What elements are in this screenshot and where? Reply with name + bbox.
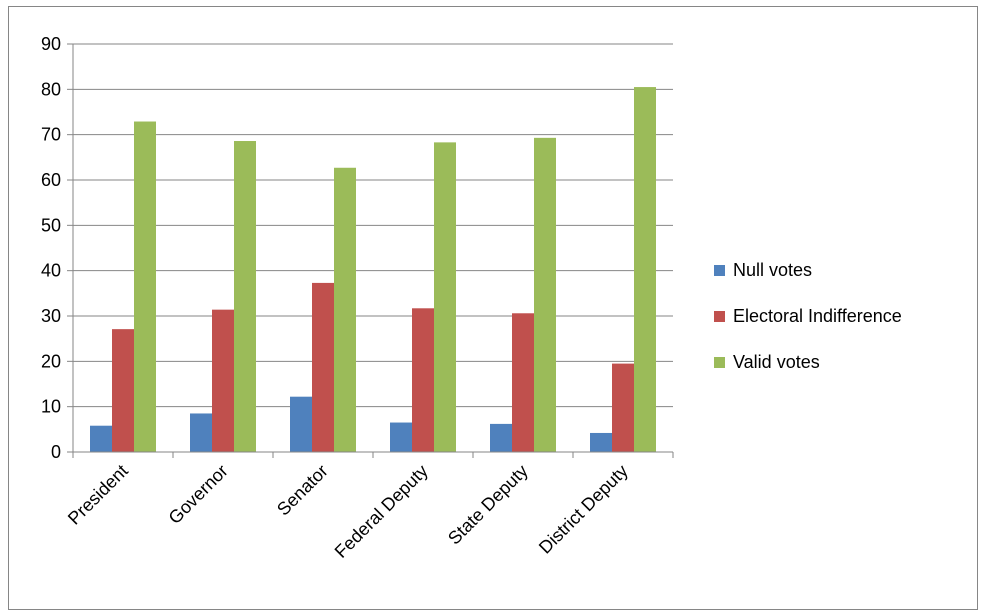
bar-valid-votes [334, 167, 356, 452]
x-tick-label: Senator [273, 461, 332, 520]
legend-label: Valid votes [733, 352, 820, 372]
bar-null-votes [390, 422, 412, 452]
bar-electoral-indifference [412, 308, 434, 452]
x-tick-label: Governor [165, 461, 232, 528]
axes [67, 43, 674, 458]
legend-swatch [714, 311, 725, 322]
x-tick-label: President [64, 461, 132, 529]
legend: Null votes Electoral Indifference Valid vo… [714, 260, 902, 372]
y-tick-label: 90 [41, 34, 61, 54]
gridlines [73, 43, 673, 408]
legend-swatch [714, 265, 725, 276]
x-tick-label: State Deputy [444, 461, 532, 549]
y-tick-label: 40 [41, 261, 61, 281]
legend-swatch [714, 357, 725, 368]
bar-valid-votes [534, 137, 556, 452]
y-tick-label: 60 [41, 170, 61, 190]
y-tick-label: 20 [41, 351, 61, 371]
bar-electoral-indifference [612, 363, 634, 452]
bar-electoral-indifference [312, 282, 334, 452]
bar-null-votes [190, 413, 212, 452]
y-tick-labels: 0 10 20 30 40 50 60 70 80 90 [41, 34, 61, 462]
bar-null-votes [290, 396, 312, 452]
bar-null-votes [90, 425, 112, 452]
y-tick-label: 10 [41, 397, 61, 417]
bar-valid-votes [134, 121, 156, 453]
bar-electoral-indifference [112, 329, 134, 452]
chart-frame [8, 6, 978, 610]
bar-valid-votes [634, 87, 656, 453]
y-tick-label: 50 [41, 215, 61, 235]
bar-null-votes [490, 423, 512, 452]
x-tick-label: District Deputy [535, 461, 632, 558]
y-tick-label: 80 [41, 79, 61, 99]
y-tick-label: 30 [41, 306, 61, 326]
y-tick-label: 0 [51, 442, 61, 462]
y-tick-label: 70 [41, 125, 61, 145]
legend-label: Null votes [733, 260, 812, 280]
x-tick-label: Federal Deputy [331, 461, 432, 562]
legend-label: Electoral Indifference [733, 306, 902, 326]
bars [90, 87, 656, 453]
bar-valid-votes [434, 142, 456, 452]
bar-electoral-indifference [212, 309, 234, 452]
bar-electoral-indifference [512, 313, 534, 452]
bar-null-votes [590, 432, 612, 452]
bar-valid-votes [234, 141, 256, 452]
